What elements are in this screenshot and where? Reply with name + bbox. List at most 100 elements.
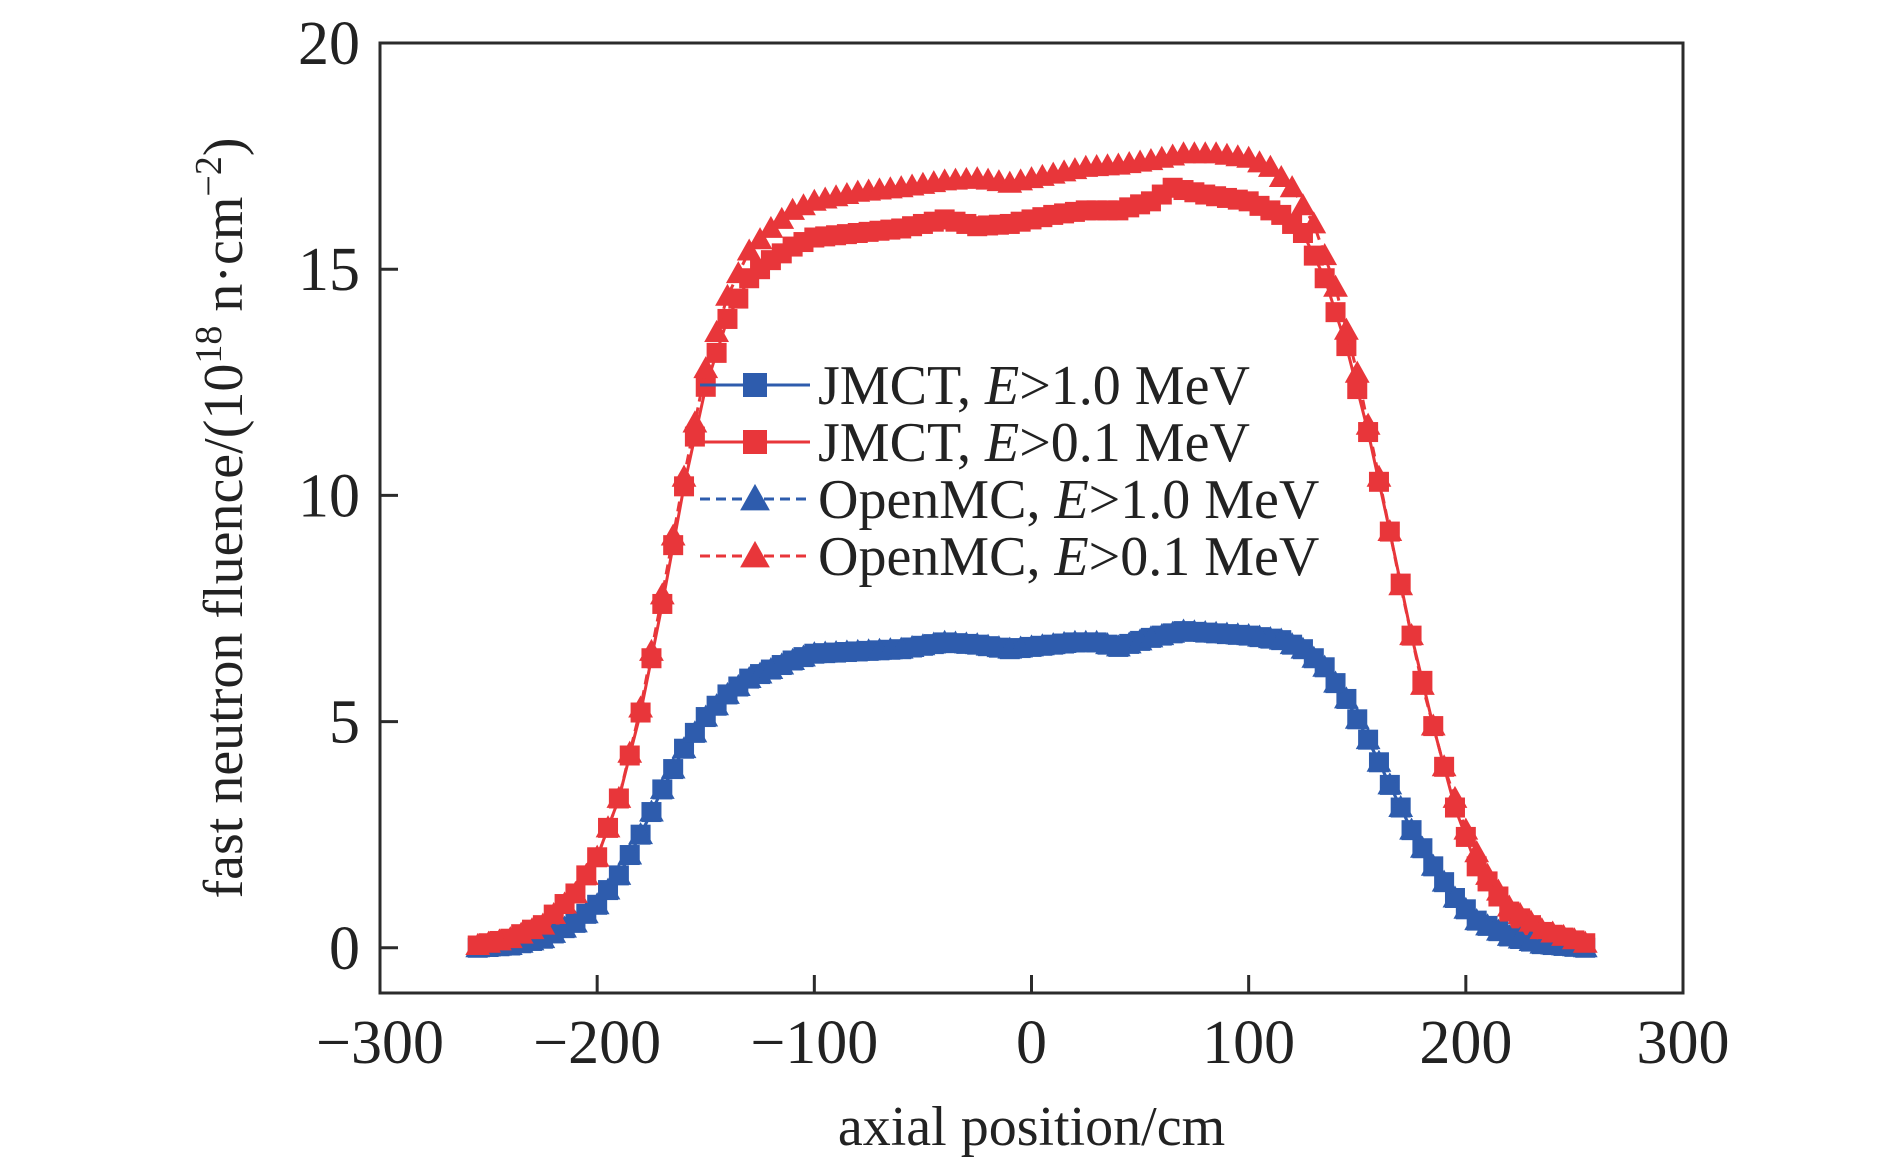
legend-label: OpenMC, E>1.0 MeV [818,469,1319,531]
axis-tick-labels: −300 −200 −100 0 100 200 300 0 5 10 15 20 [298,10,1730,1077]
data-point [693,704,719,727]
y-axis-label-unit: n·cm [193,197,255,326]
data-point [1453,817,1479,840]
data-point [649,582,675,605]
legend-marker [743,373,767,397]
legend-label-name: OpenMC, [818,526,1054,588]
data-point [704,319,730,342]
data-point [715,283,740,306]
data-point [1420,853,1446,876]
data-point [1336,336,1357,357]
data-point [747,227,773,250]
data-point [595,877,621,900]
data-point [1464,840,1490,863]
legend-label-name: JMCT, [818,355,985,417]
data-point [1344,706,1370,729]
x-tick-label: 300 [1637,1009,1730,1077]
x-tick-label: 0 [1016,1009,1047,1077]
y-tick-label: 5 [329,689,360,757]
data-point [1420,713,1446,736]
data-point [563,880,588,903]
axis-ticks [378,41,1685,993]
legend-marker [740,540,770,568]
legend-item: JMCT, E>1.0 MeV [700,355,1250,417]
series-3 [465,618,1598,958]
data-point [628,695,653,718]
legend-label: JMCT, E>1.0 MeV [818,355,1250,417]
x-axis-label: axial position/cm [838,1096,1225,1158]
data-point [660,756,686,779]
legend-label-threshold: >0.1 MeV [1019,412,1250,474]
data-point [617,842,643,865]
data-point [617,740,643,763]
legend-label-threshold: >1.0 MeV [1019,355,1250,417]
data-point [1347,379,1368,400]
x-tick-label: 200 [1419,1009,1512,1077]
data-point [606,862,632,885]
legend-label-threshold: >1.0 MeV [1089,469,1320,531]
data-point [628,822,653,845]
legend-label-name: OpenMC, [818,469,1054,531]
x-tick-label: −100 [750,1009,878,1077]
data-point [682,720,708,743]
y-axis-label-suffix: ) [193,137,255,156]
legend-label-symbol: E [1053,469,1088,531]
data-point [1366,464,1392,487]
data-point [1333,317,1359,340]
data-point [595,815,621,838]
data-point [1355,412,1381,435]
data-point [649,776,675,799]
data-point [584,844,610,867]
data-point [1301,211,1327,234]
data-point [1377,772,1403,795]
data-point [671,464,697,487]
data-point [584,892,610,915]
data-point [1410,835,1435,858]
data-point [1388,794,1414,817]
data-point [1431,869,1457,892]
data-point [671,736,697,759]
data-point [736,238,762,261]
data-point [1453,896,1479,919]
legend-marker [740,483,770,511]
data-point [1475,862,1500,885]
data-point [1572,930,1598,953]
data-point [1377,518,1403,542]
legend-label: JMCT, E>0.1 MeV [818,412,1250,474]
y-tick-label: 0 [329,915,360,983]
data-point [1323,274,1348,297]
data-point [725,261,751,284]
data-point [725,673,751,696]
y-axis-label-exponent: 18 [188,326,230,364]
data-point [1301,645,1327,668]
y-axis-label-prefix: fast neutron fluence/(10 [193,364,255,899]
series-layer [465,141,1598,958]
legend-marker [743,430,767,454]
data-point [1431,754,1457,777]
data-point [639,638,664,661]
data-point [1399,817,1424,840]
y-tick-label: 10 [298,462,360,530]
data-point [1355,727,1381,750]
x-tick-label: 100 [1202,1009,1295,1077]
data-point [1290,193,1316,216]
data-point [1314,268,1335,289]
data-point [1442,785,1468,808]
legend-label-symbol: E [984,355,1019,417]
data-point [1268,164,1294,188]
x-tick-label: −300 [316,1009,444,1077]
y-axis-label: fast neutron fluence/(1018 n·cm−2) [188,137,255,898]
data-point [1312,243,1338,266]
data-point [695,376,716,397]
x-tick-label: −200 [533,1009,661,1077]
data-point [682,410,708,433]
data-point [715,681,740,704]
data-point [1399,623,1424,646]
series-4 [465,141,1598,955]
legend-label: OpenMC, E>0.1 MeV [818,526,1319,588]
data-point [1486,878,1511,901]
data-point [1312,654,1338,677]
data-point [693,356,719,379]
